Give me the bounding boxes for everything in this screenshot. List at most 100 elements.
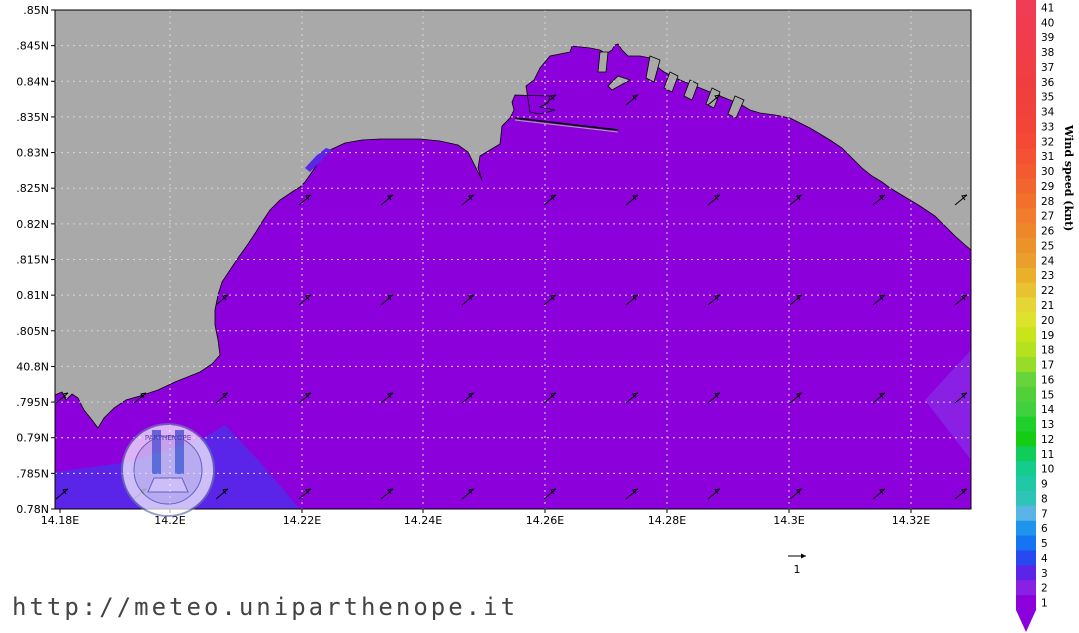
colorbar-swatch (1016, 595, 1036, 611)
wind-arrow (954, 194, 968, 206)
university-seal: PARTHENOPE (121, 423, 215, 517)
colorbar-label: 9 (1041, 479, 1048, 491)
wind-arrow (55, 488, 69, 500)
breakwater (514, 117, 619, 131)
colorbar-label: 31 (1041, 151, 1054, 163)
colorbar-label: 11 (1041, 449, 1054, 461)
wind-arrow (461, 294, 475, 306)
wind-arrow (380, 392, 394, 404)
lon-label: 14.22E (283, 514, 321, 527)
lat-label: .795N (16, 396, 49, 409)
colorbar-label: 39 (1041, 32, 1054, 44)
colorbar-label: 30 (1041, 166, 1054, 178)
colorbar-label: 35 (1041, 92, 1054, 104)
colorbar-swatch (1016, 535, 1036, 551)
colorbar-swatch (1016, 223, 1036, 239)
colorbar-swatch (1016, 89, 1036, 105)
colorbar-title: Wind speed (knt) (1062, 124, 1075, 231)
colorbar-swatch (1016, 342, 1036, 358)
pier (607, 75, 631, 91)
wind-arrow (380, 294, 394, 306)
wind-arrow (215, 488, 229, 500)
colorbar-swatch (1016, 386, 1036, 403)
wind-vectors (55, 94, 968, 500)
colorbar-label: 24 (1041, 255, 1055, 267)
colorbar-label: 36 (1041, 77, 1055, 89)
wind-arrow (543, 94, 557, 106)
wind-arrow (625, 94, 639, 106)
lat-label: .815N (16, 254, 49, 267)
colorbar-label: 8 (1041, 493, 1048, 505)
wind-arrow (872, 488, 886, 500)
graticule (55, 10, 971, 509)
breakwater (514, 119, 619, 133)
wind-arrow (298, 488, 312, 500)
wind-arrow (461, 194, 475, 206)
wind-arrow (215, 294, 229, 306)
pier (727, 95, 745, 119)
wind-arrow (543, 488, 557, 500)
wind-arrow (954, 294, 968, 306)
colorbar-swatch (1016, 74, 1036, 90)
colorbar-label: 4 (1041, 553, 1048, 565)
lat-label: 0.79N (16, 432, 49, 445)
lon-label: 14.24E (404, 514, 442, 527)
colorbar-label: 22 (1041, 285, 1054, 297)
wind-arrow (789, 392, 803, 404)
wind-arrow (789, 488, 803, 500)
wind-arrow (625, 194, 639, 206)
colorbar-label: 27 (1041, 211, 1054, 223)
colorbar-label: 32 (1041, 136, 1054, 148)
reference-vector: 1 (788, 553, 806, 576)
colorbar-swatch (1016, 327, 1036, 343)
colorbar-swatch (1016, 312, 1036, 328)
lat-label: 0.81N (16, 289, 49, 302)
colorbar-label: 26 (1041, 226, 1055, 238)
pier (645, 55, 661, 83)
wind-arrow (298, 392, 312, 404)
colorbar-label: 3 (1041, 568, 1048, 580)
colorbar-label: 29 (1041, 181, 1054, 193)
colorbar-swatch (1016, 178, 1036, 194)
colorbar-swatch (1016, 505, 1036, 522)
colorbar-swatch (1016, 476, 1036, 492)
wind-arrow (872, 392, 886, 404)
wind-arrow (789, 294, 803, 306)
lat-label: .785N (16, 467, 49, 480)
lon-label: 14.2E (154, 514, 185, 527)
colorbar-swatch (1016, 104, 1036, 120)
wind-arrow (707, 294, 721, 306)
colorbar-label: 41 (1041, 2, 1054, 14)
wind-arrow (625, 294, 639, 306)
colorbar-swatch (1016, 416, 1036, 432)
colorbar-label: 16 (1041, 374, 1055, 386)
colorbar-swatch (1016, 29, 1036, 46)
wind-arrow (954, 488, 968, 500)
colorbar-swatch (1016, 550, 1036, 566)
lat-label: 0.78N (16, 503, 49, 516)
wind-patch-2kt (925, 350, 971, 460)
pier (683, 79, 699, 101)
colorbar-swatch (1016, 193, 1036, 209)
lat-label: .845N (16, 40, 49, 53)
colorbar-label: 20 (1041, 315, 1054, 327)
colorbar-swatch (1016, 357, 1036, 373)
colorbar-label: 18 (1041, 345, 1054, 357)
colorbar-label: 15 (1041, 389, 1054, 401)
lat-label: .85N (23, 4, 49, 17)
colorbar-swatch (1016, 119, 1036, 135)
wind-arrow (543, 194, 557, 206)
footer-url[interactable]: http://meteo.uniparthenope.it (12, 593, 519, 621)
colorbar: 4140393837363534333231302928272625242322… (1016, 0, 1055, 632)
wind-arrow (543, 294, 557, 306)
colorbar-swatch (1016, 446, 1036, 462)
colorbar-label: 28 (1041, 196, 1054, 208)
colorbar-label: 21 (1041, 300, 1054, 312)
wind-arrow (543, 392, 557, 404)
colorbar-label: 14 (1041, 404, 1055, 416)
colorbar-swatch (1016, 0, 1036, 16)
lat-label: .805N (16, 325, 49, 338)
wind-arrow (461, 392, 475, 404)
lat-label: 0.82N (16, 218, 49, 231)
lat-label: 0.84N (16, 75, 49, 88)
